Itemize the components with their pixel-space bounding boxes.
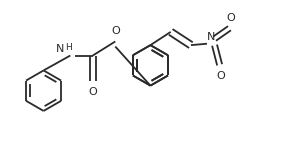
Text: H: H — [66, 43, 72, 52]
Text: O: O — [227, 13, 235, 23]
Text: O: O — [88, 87, 97, 97]
Text: N: N — [207, 32, 215, 42]
Text: N: N — [56, 44, 65, 54]
Text: O: O — [217, 71, 225, 81]
Text: O: O — [112, 26, 120, 36]
